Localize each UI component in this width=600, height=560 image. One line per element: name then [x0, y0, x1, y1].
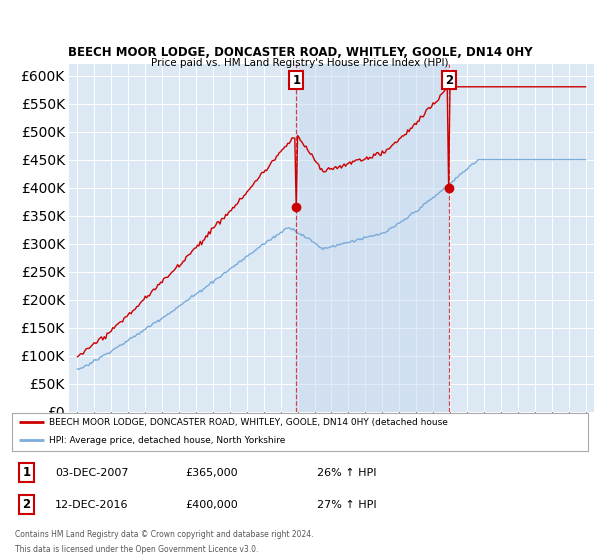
Text: £400,000: £400,000: [185, 500, 238, 510]
Text: Price paid vs. HM Land Registry's House Price Index (HPI): Price paid vs. HM Land Registry's House …: [151, 58, 449, 68]
Text: 03-DEC-2007: 03-DEC-2007: [55, 468, 128, 478]
Text: £365,000: £365,000: [185, 468, 238, 478]
Text: 27% ↑ HPI: 27% ↑ HPI: [317, 500, 377, 510]
Text: BEECH MOOR LODGE, DONCASTER ROAD, WHITLEY, GOOLE, DN14 0HY (detached house: BEECH MOOR LODGE, DONCASTER ROAD, WHITLE…: [49, 418, 448, 427]
Text: Contains HM Land Registry data © Crown copyright and database right 2024.: Contains HM Land Registry data © Crown c…: [15, 530, 314, 539]
Text: HPI: Average price, detached house, North Yorkshire: HPI: Average price, detached house, Nort…: [49, 436, 286, 445]
Text: This data is licensed under the Open Government Licence v3.0.: This data is licensed under the Open Gov…: [15, 545, 259, 554]
Text: 2: 2: [445, 73, 453, 87]
Text: 12-DEC-2016: 12-DEC-2016: [55, 500, 128, 510]
Text: 1: 1: [22, 466, 31, 479]
Text: 2: 2: [22, 498, 31, 511]
Text: 1: 1: [292, 73, 301, 87]
Text: 26% ↑ HPI: 26% ↑ HPI: [317, 468, 377, 478]
Bar: [296, 64, 449, 412]
Text: BEECH MOOR LODGE, DONCASTER ROAD, WHITLEY, GOOLE, DN14 0HY: BEECH MOOR LODGE, DONCASTER ROAD, WHITLE…: [68, 46, 532, 59]
